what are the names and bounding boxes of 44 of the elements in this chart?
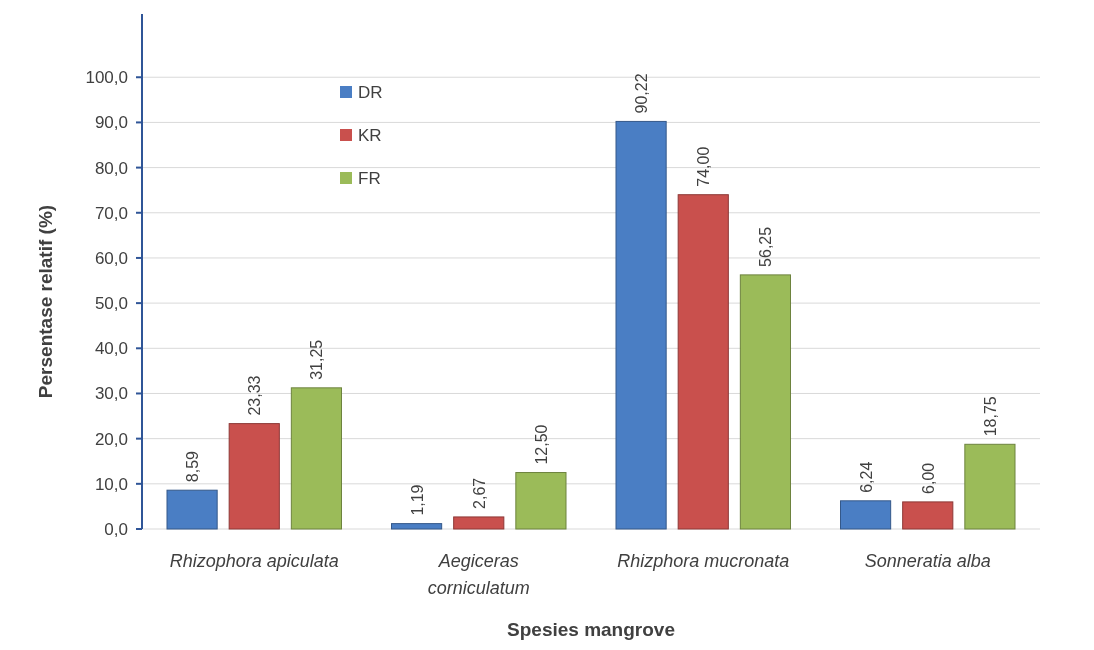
bar [739, 274, 791, 530]
data-label: 56,25 [757, 226, 775, 267]
data-label: 8,59 [184, 450, 202, 483]
x-axis-title: Spesies mangrove [507, 619, 675, 640]
data-label: 74,00 [695, 146, 713, 187]
x-tick-label: Aegiceras corniculatum [427, 551, 530, 598]
y-tick-label: 100,0 [85, 68, 128, 88]
bar [166, 489, 218, 530]
bar [453, 516, 505, 530]
data-label: 6,24 [857, 461, 875, 493]
legend-label: KR [358, 125, 382, 145]
data-label: 12,50 [532, 424, 550, 465]
bar [515, 472, 567, 530]
legend-label: FR [358, 168, 381, 188]
data-label: 6,00 [919, 462, 937, 494]
y-tick-label: 20,0 [94, 429, 128, 449]
data-label: 31,25 [308, 339, 326, 380]
bar [902, 501, 954, 530]
data-label: 1,19 [408, 484, 426, 516]
bar [964, 443, 1016, 530]
legend-label: DR [358, 82, 383, 102]
bar [228, 423, 280, 530]
data-label: 18,75 [981, 396, 999, 437]
data-label: 90,22 [633, 73, 651, 114]
y-tick-label: 70,0 [94, 203, 128, 223]
bar [391, 523, 443, 530]
x-tick-label: Sonneratia alba [864, 551, 991, 571]
y-tick-label: 60,0 [94, 248, 128, 268]
y-axis-title: Persentase relatif (%) [35, 204, 56, 399]
bar [677, 194, 729, 530]
bar [615, 120, 667, 530]
y-tick-label: 40,0 [94, 339, 128, 359]
y-tick-label: 90,0 [94, 113, 128, 133]
y-tick-label: 0,0 [104, 519, 128, 539]
x-tick-label: Rhizphora mucronata [617, 551, 790, 571]
bar [840, 500, 892, 530]
data-label: 23,33 [246, 375, 264, 416]
y-tick-label: 10,0 [94, 474, 128, 494]
y-tick-label: 30,0 [94, 384, 128, 404]
data-label: 2,67 [470, 477, 488, 509]
y-tick-label: 50,0 [94, 294, 128, 314]
x-tick-label: Rhizophora apiculata [169, 551, 339, 571]
y-tick-label: 80,0 [94, 158, 128, 178]
bar [290, 387, 342, 530]
